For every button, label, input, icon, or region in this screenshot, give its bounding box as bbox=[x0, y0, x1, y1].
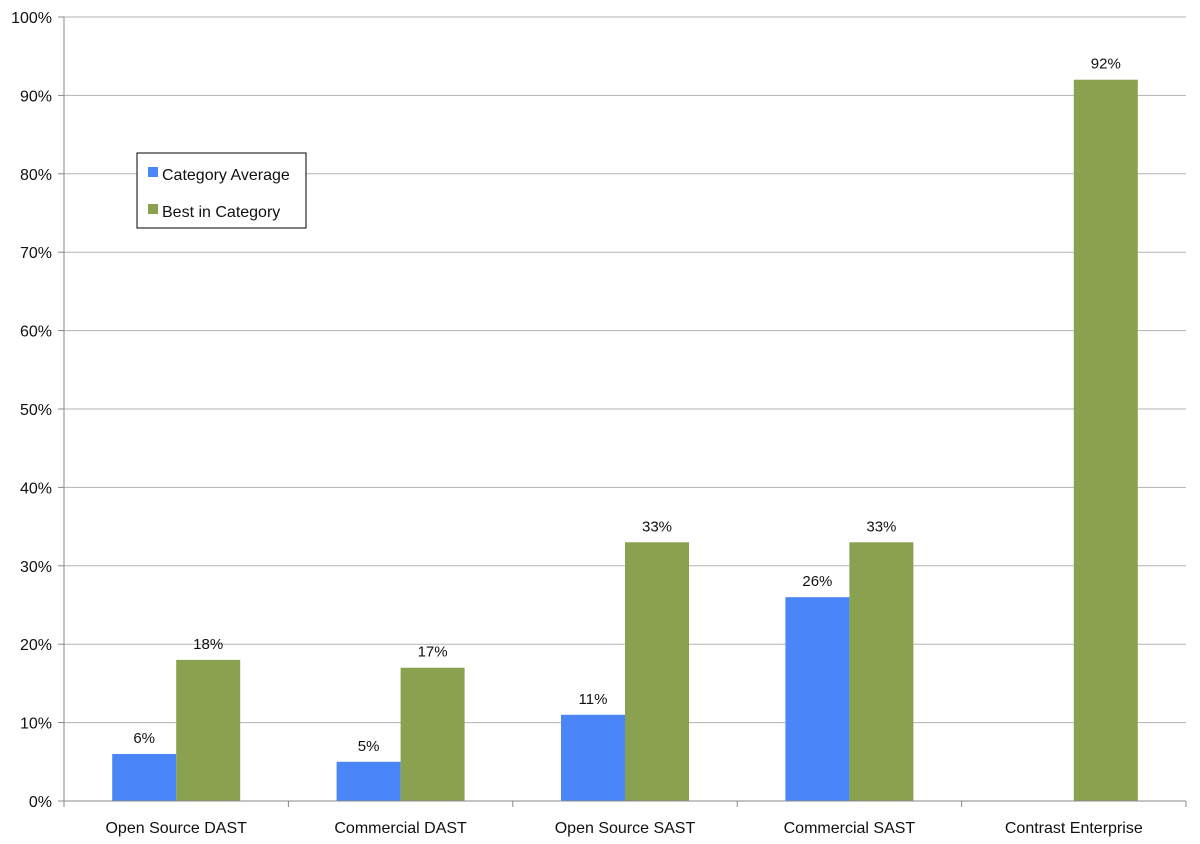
x-category-label: Contrast Enterprise bbox=[1005, 820, 1143, 837]
y-tick-label: 80% bbox=[20, 167, 52, 184]
data-label: 17% bbox=[418, 644, 448, 661]
x-category-label: Open Source DAST bbox=[105, 820, 247, 837]
data-label: 92% bbox=[1091, 56, 1121, 73]
data-label: 26% bbox=[802, 573, 832, 590]
gridlines bbox=[64, 16, 1186, 724]
y-tick-label: 90% bbox=[20, 88, 52, 105]
axes bbox=[58, 16, 1187, 807]
x-category-label: Commercial SAST bbox=[784, 820, 916, 837]
legend-swatch bbox=[148, 167, 158, 177]
y-tick-label: 40% bbox=[20, 480, 52, 497]
data-label: 5% bbox=[358, 738, 380, 755]
bar bbox=[112, 753, 177, 801]
y-tick-label: 30% bbox=[20, 559, 52, 576]
y-tick-label: 70% bbox=[20, 245, 52, 262]
y-tick-label: 50% bbox=[20, 402, 52, 419]
bar bbox=[176, 659, 241, 801]
legend-label: Category Average bbox=[162, 167, 290, 184]
legend-box bbox=[136, 152, 307, 229]
bar bbox=[1073, 79, 1138, 802]
data-label: 11% bbox=[579, 691, 608, 708]
legend-label: Best in Category bbox=[162, 204, 280, 221]
x-category-label: Commercial DAST bbox=[334, 820, 467, 837]
y-tick-label: 100% bbox=[11, 10, 52, 27]
x-category-label: Open Source SAST bbox=[555, 820, 696, 837]
y-tick-label: 20% bbox=[20, 637, 52, 654]
bar bbox=[336, 761, 401, 801]
y-tick-label: 10% bbox=[20, 716, 52, 733]
legend: Category Average Best in Category bbox=[136, 152, 307, 229]
bar bbox=[785, 597, 850, 801]
data-label: 33% bbox=[642, 518, 672, 535]
bar bbox=[561, 714, 625, 801]
data-label: 33% bbox=[866, 518, 896, 535]
bars bbox=[112, 79, 1138, 802]
y-tick-label: 0% bbox=[29, 794, 52, 811]
y-tick-label: 60% bbox=[20, 324, 52, 341]
bar bbox=[625, 542, 689, 801]
labels: 0% 10% 20% 30% 40% 50% 60% 70% 80% 90% 100% Open So… bbox=[11, 10, 1143, 837]
bar bbox=[400, 667, 465, 801]
legend-swatch bbox=[148, 204, 158, 214]
bar bbox=[849, 542, 914, 801]
data-label: 18% bbox=[193, 636, 223, 653]
data-label: 6% bbox=[133, 730, 155, 747]
